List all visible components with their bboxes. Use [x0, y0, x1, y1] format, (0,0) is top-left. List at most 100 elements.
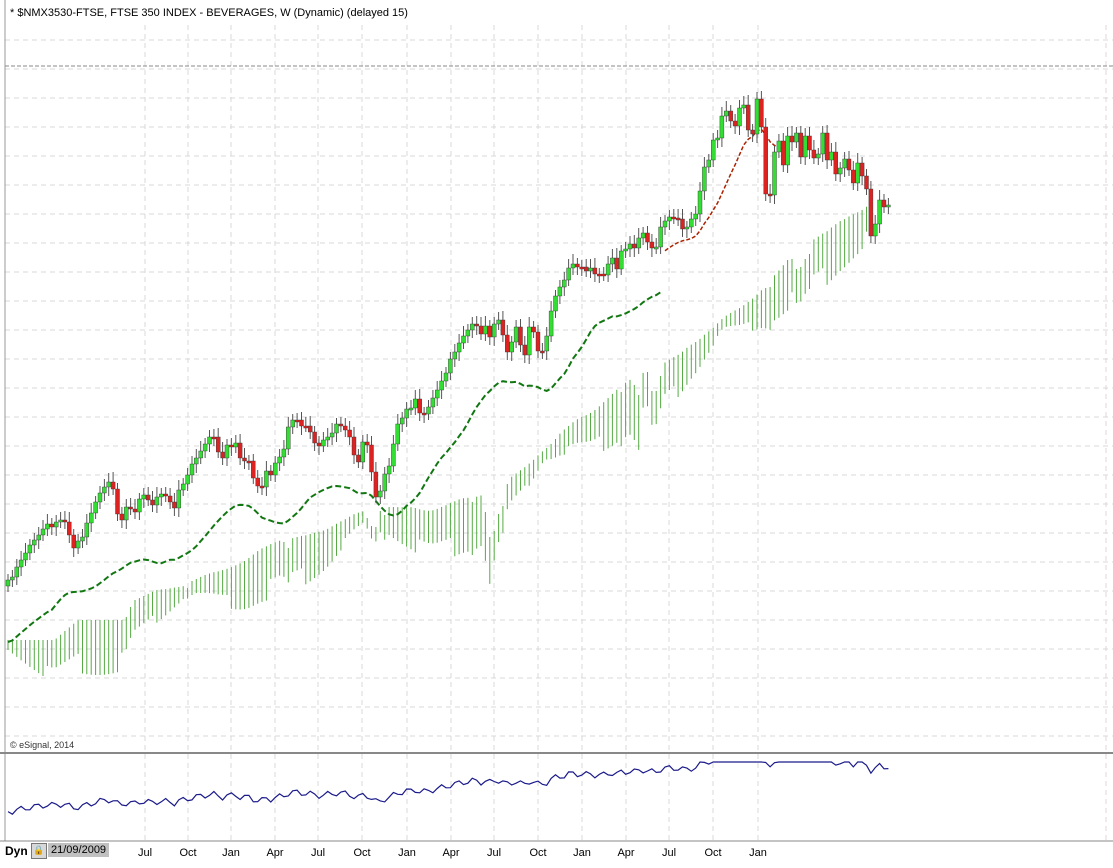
candle-up[interactable] [737, 107, 742, 127]
candle-down[interactable] [846, 158, 852, 171]
candle-down[interactable] [417, 398, 422, 414]
candle-up[interactable] [711, 139, 716, 161]
lock-icon[interactable]: 🔒 [31, 843, 47, 859]
candle-up[interactable] [106, 481, 111, 488]
candle-down[interactable] [347, 429, 352, 438]
candle-up[interactable] [719, 115, 725, 139]
candle-down[interactable] [49, 523, 54, 528]
candle-up[interactable] [93, 501, 98, 514]
candle-down[interactable] [750, 129, 755, 135]
candle-up[interactable] [435, 389, 440, 399]
candle-up[interactable] [198, 450, 203, 459]
candle-down[interactable] [833, 151, 838, 175]
candle-up[interactable] [360, 441, 365, 463]
candle-up[interactable] [820, 132, 825, 155]
candle-down[interactable] [728, 110, 733, 122]
candle-up[interactable] [658, 226, 663, 248]
candle-up[interactable] [286, 426, 291, 450]
candle-up[interactable] [654, 246, 659, 250]
candle-up[interactable] [325, 436, 330, 441]
candle-up[interactable] [513, 326, 519, 343]
candle-up[interactable] [378, 490, 383, 498]
candle-down[interactable] [71, 534, 76, 549]
candle-up[interactable] [137, 498, 142, 513]
candle-down[interactable] [864, 175, 869, 190]
candle-up[interactable] [689, 218, 694, 228]
candle-down[interactable] [308, 425, 313, 433]
candle-up[interactable] [194, 457, 199, 465]
price-candles[interactable] [5, 91, 891, 592]
candle-up[interactable] [400, 417, 405, 425]
candle-up[interactable] [465, 329, 471, 337]
candle-down[interactable] [474, 323, 479, 327]
candle-down[interactable] [303, 425, 308, 429]
candle-up[interactable] [10, 576, 15, 581]
candle-up[interactable] [18, 559, 24, 568]
candle-up[interactable] [636, 237, 641, 249]
candle-down[interactable] [268, 470, 273, 476]
candle-up[interactable] [452, 351, 457, 360]
candle-up[interactable] [619, 250, 624, 270]
candle-down[interactable] [338, 423, 344, 427]
candle-up[interactable] [886, 204, 891, 208]
candle-up[interactable] [58, 519, 63, 523]
candle-up[interactable] [570, 263, 576, 269]
candle-up[interactable] [470, 323, 475, 331]
candle-up[interactable] [382, 473, 387, 492]
candle-up[interactable] [640, 232, 646, 239]
candle-up[interactable] [281, 448, 287, 458]
candle-down[interactable] [246, 460, 252, 464]
candle-up[interactable] [667, 216, 672, 222]
candle-up[interactable] [84, 522, 90, 538]
candle-up[interactable] [724, 110, 729, 117]
candle-up[interactable] [45, 523, 50, 530]
candle-up[interactable] [785, 135, 790, 166]
candle-down[interactable] [592, 267, 598, 275]
candle-up[interactable] [5, 579, 11, 587]
candle-up[interactable] [816, 153, 821, 159]
candle-up[interactable] [697, 190, 703, 215]
candle-up[interactable] [426, 406, 431, 415]
candle-up[interactable] [159, 493, 164, 498]
candle-up[interactable] [36, 534, 41, 541]
candle-down[interactable] [259, 485, 265, 489]
candle-up[interactable] [605, 263, 611, 276]
candle-up[interactable] [439, 380, 444, 391]
candle-down[interactable] [220, 451, 225, 459]
candle-down[interactable] [881, 199, 887, 208]
candle-down[interactable] [767, 193, 773, 197]
candle-down[interactable] [671, 216, 676, 220]
candle-up[interactable] [185, 474, 190, 485]
candle-up[interactable] [32, 539, 37, 546]
candle-up[interactable] [838, 167, 843, 175]
candle-down[interactable] [632, 243, 637, 249]
candle-down[interactable] [115, 488, 120, 515]
candle-down[interactable] [859, 162, 865, 177]
candle-down[interactable] [759, 98, 764, 128]
candle-up[interactable] [180, 483, 186, 491]
candle-up[interactable] [855, 162, 860, 184]
candle-up[interactable] [492, 323, 497, 338]
candle-down[interactable] [601, 273, 606, 277]
candle-up[interactable] [413, 398, 418, 409]
candle-up[interactable] [386, 465, 392, 475]
candle-down[interactable] [584, 266, 589, 272]
candle-up[interactable] [662, 220, 668, 228]
candle-up[interactable] [277, 456, 282, 464]
candle-up[interactable] [207, 436, 212, 445]
candle-down[interactable] [807, 135, 812, 151]
candle-down[interactable] [522, 344, 527, 356]
candle-up[interactable] [141, 494, 147, 500]
candle-up[interactable] [456, 342, 462, 353]
candle-down[interactable] [365, 441, 370, 446]
candle-up[interactable] [321, 439, 326, 447]
candle-up[interactable] [14, 566, 20, 578]
candle-up[interactable] [202, 443, 208, 452]
candle-down[interactable] [150, 499, 155, 506]
candle-down[interactable] [518, 326, 523, 346]
candle-up[interactable] [448, 358, 453, 374]
candle-up[interactable] [54, 521, 59, 528]
candle-up[interactable] [715, 137, 720, 141]
candle-up[interactable] [706, 159, 711, 168]
